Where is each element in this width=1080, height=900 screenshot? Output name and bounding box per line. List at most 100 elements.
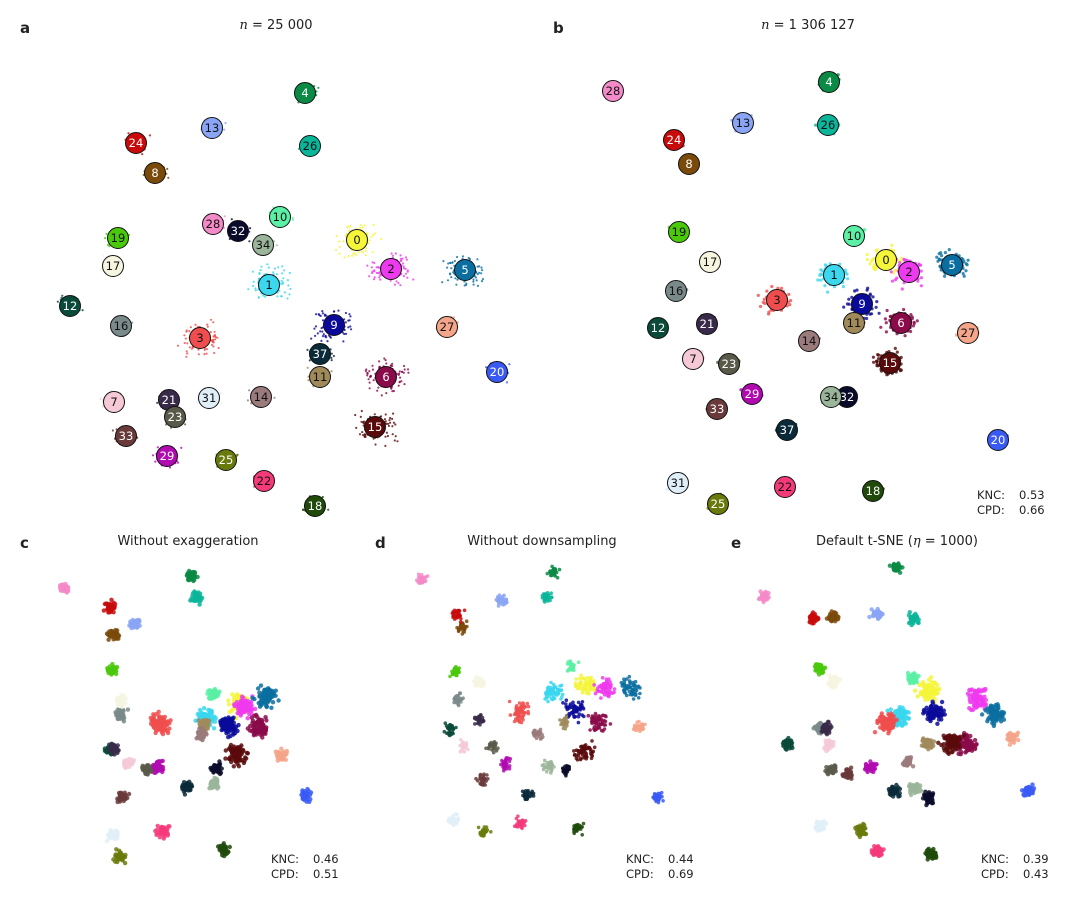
scatter-point [397, 373, 400, 376]
scatter-point [756, 293, 760, 297]
scatter-point [402, 275, 405, 278]
scatter-point [456, 278, 459, 281]
scatter-point [451, 261, 454, 264]
scatter-point [403, 368, 406, 371]
scatter-point [259, 702, 264, 708]
scatter-point [281, 265, 284, 268]
scatter-point [99, 268, 102, 271]
cluster-label: 28 [206, 217, 221, 231]
cluster-label: 10 [847, 229, 862, 243]
scatter-point [275, 244, 278, 247]
scatter-point [220, 402, 223, 405]
scatter-point [343, 256, 346, 259]
scatter-point [236, 453, 239, 456]
cpd-label: CPD: [981, 867, 1009, 881]
scatter-point [252, 722, 257, 727]
scatter-point [461, 255, 464, 258]
scatter-point [148, 721, 154, 726]
scatter-point [325, 314, 328, 317]
scatter-point [257, 277, 260, 280]
scatter-point [377, 266, 380, 269]
scatter-point [240, 694, 245, 699]
cluster-label: 11 [313, 370, 328, 384]
cluster-label: 34 [824, 390, 839, 404]
scatter-point [398, 370, 401, 373]
panel-b-label: b [553, 19, 564, 37]
scatter-point [362, 434, 365, 437]
scatter-point [321, 330, 324, 333]
scatter-point [447, 262, 450, 265]
scatter-point [385, 362, 388, 365]
scatter-point [389, 421, 392, 424]
cluster-label: 1 [265, 278, 272, 292]
scatter-point [441, 281, 444, 284]
scatter-point [259, 269, 262, 272]
scatter-point [321, 335, 325, 338]
scatter-point [288, 271, 291, 275]
panel-d-label: d [375, 534, 386, 552]
scatter-point [412, 278, 415, 281]
scatter-point [335, 235, 338, 238]
scatter-point [399, 284, 402, 287]
scatter-point [216, 336, 219, 339]
scatter-point [508, 363, 511, 366]
scatter-point [879, 325, 883, 329]
scatter-point [288, 293, 291, 296]
panel-e: e Default t-SNE (η = 1000) KNC: 0.39 CPD:… [720, 525, 1080, 900]
scatter-point [338, 252, 341, 255]
scatter-point [368, 275, 371, 278]
scatter-point [846, 277, 850, 281]
scatter-point [919, 284, 924, 288]
scatter-point [209, 331, 212, 334]
scatter-point [258, 271, 261, 275]
scatter-point [105, 232, 108, 235]
cluster-label: 37 [313, 347, 328, 361]
scatter-point [388, 419, 391, 422]
scatter-point [890, 279, 895, 283]
scatter-point [893, 278, 898, 282]
scatter-point [404, 256, 408, 259]
scatter-point [335, 248, 338, 251]
cluster-label: 24 [667, 133, 682, 147]
scatter-point [203, 712, 208, 717]
scatter-point [247, 288, 250, 291]
scatter-point [372, 223, 375, 227]
scatter-point [816, 278, 820, 282]
scatter-point [186, 352, 189, 355]
scatter-point [403, 364, 406, 368]
scatter-point [310, 337, 313, 340]
scatter-point [324, 335, 327, 338]
scatter-point [264, 295, 267, 298]
scatter-point [943, 274, 947, 278]
scatter-point [390, 252, 393, 255]
scatter-point [371, 364, 374, 367]
scatter-point [378, 276, 381, 279]
cpd-label: CPD: [977, 503, 1005, 517]
scatter-point [206, 323, 209, 326]
scatter-point [877, 311, 881, 315]
scatter-point [373, 232, 376, 235]
scatter-point [230, 692, 235, 697]
scatter-point [842, 305, 846, 309]
scatter-point [186, 342, 189, 345]
scatter-point [375, 271, 378, 274]
scatter-point [359, 226, 362, 229]
panel-d: d Without downsampling KNC: 0.44 CPD: 0.69 [360, 525, 720, 900]
panel-b-title: n = 1 306 127 [738, 18, 878, 33]
cluster-label: 14 [254, 390, 269, 404]
scatter-point [212, 345, 215, 348]
cluster-label: 27 [440, 320, 455, 334]
scatter-point [364, 254, 367, 257]
scatter-point [317, 86, 320, 89]
cluster-label: 33 [119, 429, 134, 443]
cpd-value: 0.66 [1019, 503, 1045, 517]
scatter-point [347, 326, 350, 329]
cpd-label: CPD: [626, 867, 654, 881]
cpd-label: CPD: [271, 867, 299, 881]
cluster-label: 21 [700, 317, 715, 331]
scatter-point [166, 167, 169, 170]
scatter-point [442, 260, 445, 263]
scatter-point [874, 305, 878, 309]
panel-d-metrics: KNC: 0.44 CPD: 0.69 [626, 852, 694, 882]
